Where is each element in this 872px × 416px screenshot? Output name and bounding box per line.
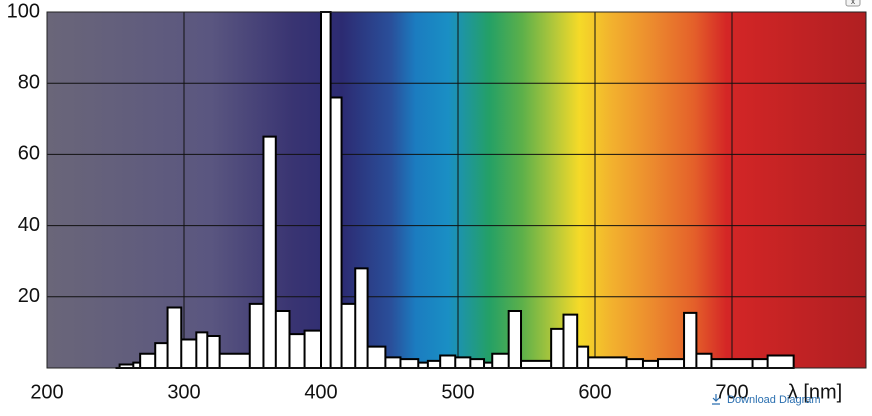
x-tick-label: 600 <box>578 381 611 403</box>
y-tick-label: 20 <box>18 285 40 307</box>
x-tick-label: 500 <box>441 381 474 403</box>
close-box <box>845 0 861 7</box>
y-tick-label: 100 <box>7 0 40 22</box>
x-tick-label: 300 <box>167 381 200 403</box>
close-button[interactable]: x <box>845 0 861 7</box>
x-tick-label: 200 <box>30 381 63 403</box>
x-tick-label: 700 <box>715 381 748 403</box>
y-tick-label: 60 <box>18 143 40 165</box>
x-axis-label: λ [nm] <box>788 381 842 403</box>
x-tick-label: 400 <box>304 381 337 403</box>
download-link[interactable]: Download Diagram <box>727 394 821 406</box>
y-tick-label: 80 <box>18 71 40 93</box>
y-tick-label: 40 <box>18 214 40 236</box>
close-label[interactable]: x <box>851 0 855 6</box>
download-button[interactable]: Download Diagram <box>712 394 821 406</box>
download-icon <box>712 394 720 405</box>
plot-frame <box>46 11 867 369</box>
